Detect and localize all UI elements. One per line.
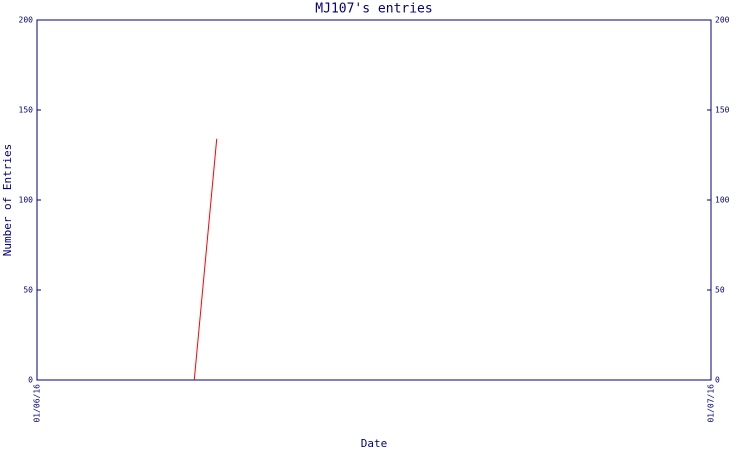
y2-tick-label: 100 (715, 196, 730, 205)
x-tick-label: 01/06/16 (33, 384, 42, 423)
x-tick-label: 01/07/16 (707, 384, 716, 423)
chart-title: MJ107's entries (315, 2, 432, 17)
y2-tick-label: 0 (715, 376, 720, 385)
y2-tick-label: 200 (715, 16, 730, 25)
data-line (193, 138, 218, 381)
y-axis-label: Number of Entries (1, 144, 14, 257)
y-tick-label: 100 (19, 196, 34, 205)
x-axis-label: Date (361, 437, 388, 450)
y2-tick-label: 150 (715, 106, 730, 115)
y-tick-label: 200 (19, 16, 34, 25)
plot-frame (36, 19, 712, 381)
y-tick-label: 50 (23, 286, 33, 295)
y-tick-label: 150 (19, 106, 34, 115)
y2-tick-label: 50 (715, 286, 725, 295)
y-tick-label: 0 (28, 376, 33, 385)
